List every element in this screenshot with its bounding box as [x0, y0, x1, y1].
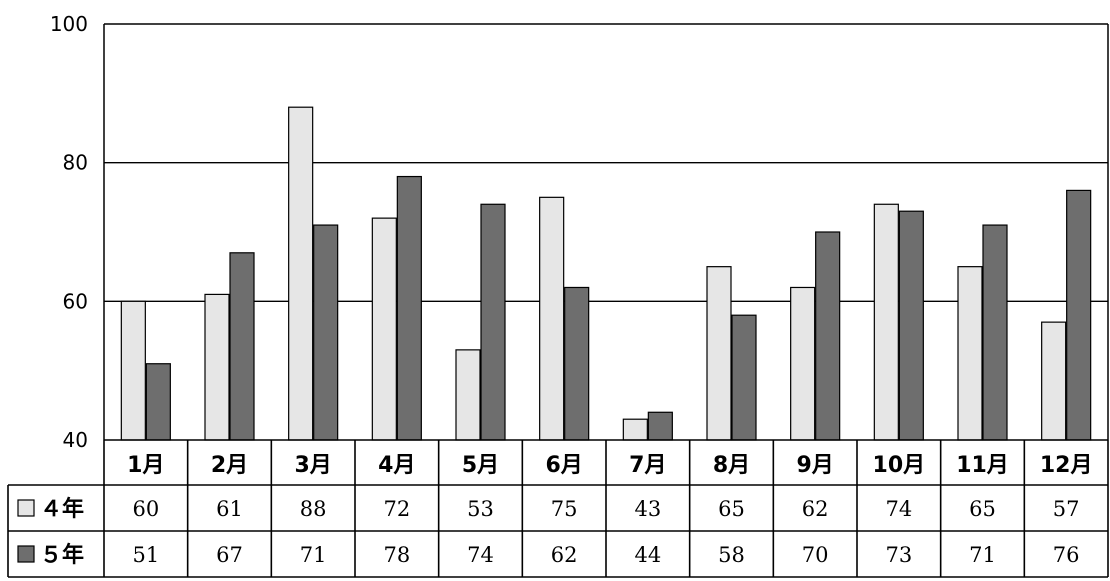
category-label: 1月: [127, 453, 164, 478]
bar: [455, 349, 481, 441]
category-label: 4月: [378, 453, 415, 478]
y-axis: 40 60 80 100: [50, 12, 88, 452]
series-label: ４年: [40, 496, 84, 522]
table-value: 78: [383, 543, 410, 567]
table-value: 71: [300, 543, 327, 567]
bar: [204, 293, 230, 441]
bars: [120, 106, 1092, 441]
bar: [706, 266, 732, 441]
bar: [957, 266, 983, 441]
y-tick-label: 100: [50, 12, 88, 36]
table-value: 67: [216, 543, 243, 567]
table-value: 51: [132, 543, 159, 567]
table-value: 43: [634, 497, 661, 521]
category-label: 3月: [295, 453, 332, 478]
bar: [647, 411, 673, 441]
category-label: 2月: [211, 453, 248, 478]
legend-swatch: [17, 545, 35, 563]
table-value: 60: [132, 497, 159, 521]
bar: [622, 418, 648, 441]
category-label: 10月: [873, 453, 926, 478]
bar: [145, 363, 171, 441]
bar: [1066, 189, 1092, 441]
table-value: 76: [1053, 543, 1080, 567]
table-value: 58: [718, 543, 745, 567]
bar: [120, 300, 146, 441]
gridlines: [104, 162, 1108, 302]
category-label: 7月: [629, 453, 666, 478]
bar: [480, 203, 506, 441]
bar: [229, 252, 255, 441]
table-value: 74: [467, 543, 494, 567]
table-value: 72: [383, 497, 410, 521]
bar: [396, 175, 422, 441]
bar: [313, 224, 339, 441]
table-value: 88: [300, 497, 327, 521]
y-tick-label: 40: [63, 428, 88, 452]
category-label: 12月: [1040, 453, 1093, 478]
bar: [873, 203, 899, 441]
table-value: 62: [802, 497, 829, 521]
y-tick-label: 60: [63, 289, 88, 313]
y-tick-label: 80: [63, 151, 88, 175]
series-label: ５年: [40, 542, 84, 568]
legend-swatch: [17, 499, 35, 517]
category-label: 6月: [546, 453, 583, 478]
bar: [731, 314, 757, 441]
bar: [815, 231, 841, 441]
bar: [1041, 321, 1067, 441]
category-label: 9月: [797, 453, 834, 478]
table-value: 73: [885, 543, 912, 567]
table-value: 65: [718, 497, 745, 521]
table-value: 74: [885, 497, 912, 521]
table-value: 61: [216, 497, 243, 521]
table-value: 57: [1053, 497, 1080, 521]
category-label: 8月: [713, 453, 750, 478]
table-value: 65: [969, 497, 996, 521]
table-value: 70: [802, 543, 829, 567]
table-value: 44: [634, 543, 661, 567]
category-label: 11月: [956, 453, 1009, 478]
table-value: 62: [551, 543, 578, 567]
plot-frame: [103, 23, 1109, 440]
bar: [564, 286, 590, 441]
bar: [288, 106, 314, 441]
category-label: 5月: [462, 453, 499, 478]
data-table: 1月 2月 3月 4月 5月 6月 7月 8月 9月 10月 11月 12月 ４年 60 61 88 72 53 7…: [7, 439, 1109, 578]
table-value: 71: [969, 543, 996, 567]
bar: [371, 217, 397, 441]
table-value: 53: [467, 497, 494, 521]
bar: [898, 210, 924, 441]
bar: [790, 286, 816, 441]
bar: [982, 224, 1008, 441]
table-value: 75: [551, 497, 578, 521]
bar: [539, 196, 565, 441]
